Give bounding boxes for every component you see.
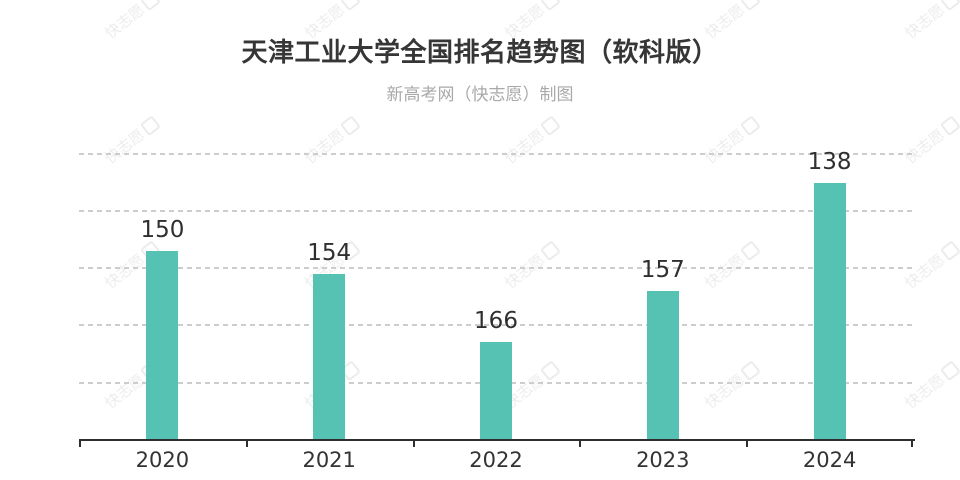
gridline xyxy=(79,324,913,327)
watermark-logo-icon xyxy=(139,0,161,12)
watermark-text: 快志愿 xyxy=(501,250,549,293)
watermark-logo-icon xyxy=(939,240,960,262)
watermark-logo-icon xyxy=(939,0,960,12)
watermark-logo-icon xyxy=(739,115,761,137)
x-axis-label-2020: 2020 xyxy=(135,448,190,472)
watermark-text: 快志愿 xyxy=(501,125,549,168)
bar-2022 xyxy=(480,342,512,439)
value-label-2020: 150 xyxy=(140,216,185,243)
x-axis-tick xyxy=(412,439,415,447)
value-label-2024: 138 xyxy=(807,148,852,175)
watermark: 快志愿 xyxy=(500,238,563,293)
x-axis-tick xyxy=(579,439,582,447)
watermark: 快志愿 xyxy=(100,113,163,168)
chart-subtitle: 新高考网（快志愿）制图 xyxy=(386,85,574,105)
watermark-logo-icon xyxy=(539,0,561,12)
watermark-text: 快志愿 xyxy=(701,125,749,168)
watermark: 快志愿 xyxy=(700,113,763,168)
value-label-2023: 157 xyxy=(640,256,685,283)
watermark-logo-icon xyxy=(739,240,761,262)
watermark-text: 快志愿 xyxy=(101,250,149,293)
watermark: 快志愿 xyxy=(900,238,960,293)
gridline xyxy=(79,267,913,270)
x-axis-label-2022: 2022 xyxy=(469,448,523,472)
gridline xyxy=(79,152,913,155)
watermark-text: 快志愿 xyxy=(101,125,149,168)
bar-2020 xyxy=(146,250,179,439)
x-axis-tick xyxy=(911,439,913,447)
watermark: 快志愿 xyxy=(700,358,763,413)
watermark-text: 快志愿 xyxy=(901,370,949,413)
watermark-logo-icon xyxy=(939,360,960,382)
bar-2021 xyxy=(313,273,346,439)
watermark-logo-icon xyxy=(739,360,761,382)
gridline xyxy=(79,209,913,212)
watermark: 快志愿 xyxy=(500,113,563,168)
watermark-logo-icon xyxy=(539,240,561,262)
watermark-logo-icon xyxy=(139,115,161,137)
value-label-2021: 154 xyxy=(307,239,352,266)
watermark-text: 快志愿 xyxy=(101,370,149,413)
x-axis-tick xyxy=(79,439,81,447)
watermark: 快志愿 xyxy=(900,113,960,168)
watermark-logo-icon xyxy=(539,115,561,137)
watermark-text: 快志愿 xyxy=(301,125,349,168)
watermark-logo-icon xyxy=(539,360,561,382)
chart-title: 天津工业大学全国排名趋势图（软科版） xyxy=(241,38,719,68)
x-axis-line xyxy=(79,439,915,441)
watermark-logo-icon xyxy=(339,115,361,137)
x-axis-tick xyxy=(746,439,749,447)
watermark-text: 快志愿 xyxy=(901,250,949,293)
watermark-logo-icon xyxy=(739,0,761,12)
watermark-text: 快志愿 xyxy=(701,370,749,413)
x-axis-label-2021: 2021 xyxy=(302,448,356,472)
x-axis-tick xyxy=(245,439,248,447)
watermark-text: 快志愿 xyxy=(901,125,949,168)
watermark: 快志愿 xyxy=(900,358,960,413)
watermark: 快志愿 xyxy=(300,113,363,168)
x-axis-label-2024: 2024 xyxy=(802,448,857,472)
watermark-logo-icon xyxy=(939,115,960,137)
bar-2024 xyxy=(813,182,846,439)
watermark-logo-icon xyxy=(339,0,361,12)
x-axis-label-2023: 2023 xyxy=(636,448,690,472)
bar-2023 xyxy=(646,290,679,439)
value-label-2022: 166 xyxy=(474,308,518,335)
